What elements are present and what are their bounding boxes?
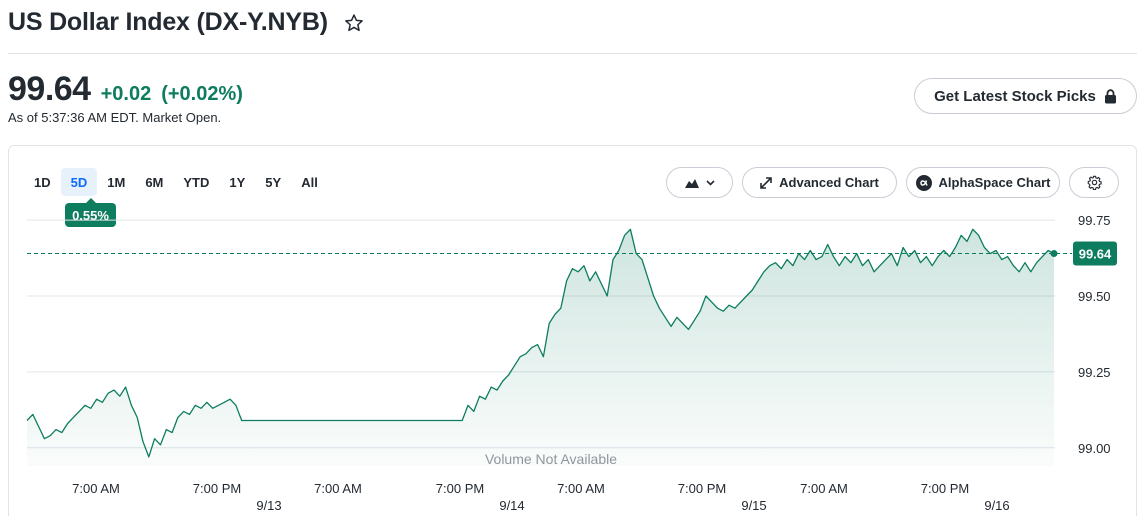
y-tick-label: 99.50: [1078, 289, 1111, 304]
volume-not-available-note: Volume Not Available: [485, 451, 617, 467]
expand-icon: [760, 176, 772, 189]
x-tick-time-label: 7:00 AM: [557, 481, 605, 496]
x-tick-time-label: 7:00 PM: [678, 481, 726, 496]
chevron-down-icon: [705, 179, 715, 186]
lock-icon: [1104, 88, 1116, 103]
market-status: As of 5:37:36 AM EDT. Market Open.: [8, 110, 222, 125]
tab-1d[interactable]: 1D: [34, 174, 51, 190]
quote-summary: 99.64 +0.02 (+0.02%): [8, 70, 243, 109]
tab-1m[interactable]: 1M: [107, 174, 126, 190]
price-change-percent: (+0.02%): [161, 83, 243, 105]
x-tick-time-label: 7:00 AM: [72, 481, 120, 496]
alphaspace-chart-label: AlphaSpace Chart: [938, 175, 1051, 190]
x-tick-date-label: 9/15: [741, 498, 766, 513]
chart-type-dropdown[interactable]: [666, 167, 733, 198]
price: 99.64: [8, 70, 91, 108]
page-title: US Dollar Index (DX-Y.NYB): [8, 8, 328, 36]
tab-6m[interactable]: 6M: [145, 174, 164, 190]
x-tick-time-label: 7:00 PM: [436, 481, 484, 496]
mountain-chart-icon: [684, 178, 699, 188]
tab-ytd[interactable]: YTD: [183, 174, 210, 190]
tab-all[interactable]: All: [301, 174, 318, 190]
get-stock-picks-label: Get Latest Stock Picks: [934, 87, 1096, 105]
y-tick-label: 99.00: [1078, 441, 1111, 456]
range-tabs: 1D 5D 1M 6M YTD 1Y 5Y All: [24, 168, 328, 196]
advanced-chart-button[interactable]: Advanced Chart: [742, 167, 897, 198]
x-tick-date-label: 9/16: [984, 498, 1009, 513]
x-tick-date-label: 9/14: [499, 498, 524, 513]
header-divider: [8, 53, 1137, 54]
gear-icon: [1087, 175, 1102, 190]
x-tick-time-label: 7:00 AM: [800, 481, 848, 496]
price-area: [27, 229, 1054, 466]
tab-1y[interactable]: 1Y: [229, 174, 246, 190]
last-price-dot: [1050, 250, 1058, 258]
price-line: [26, 228, 1055, 458]
star-icon[interactable]: [344, 13, 364, 33]
x-tick-date-label: 9/13: [256, 498, 281, 513]
x-tick-time-label: 7:00 PM: [193, 481, 241, 496]
chart-settings-button[interactable]: [1069, 167, 1119, 198]
last-price-label: 99.64: [1079, 247, 1112, 262]
tab-5d[interactable]: 5D: [60, 168, 98, 196]
get-stock-picks-button[interactable]: Get Latest Stock Picks: [914, 78, 1137, 114]
y-tick-label: 99.25: [1078, 365, 1111, 380]
active-range-change-badge: 0.55%: [65, 198, 116, 227]
advanced-chart-label: Advanced Chart: [779, 175, 879, 190]
tab-5y[interactable]: 5Y: [265, 174, 282, 190]
alphaspace-logo-icon: [915, 174, 932, 191]
x-tick-time-label: 7:00 AM: [314, 481, 362, 496]
alphaspace-chart-button[interactable]: AlphaSpace Chart: [906, 167, 1060, 198]
last-price-label-box: [1073, 241, 1117, 266]
y-tick-label: 99.75: [1078, 213, 1111, 228]
x-tick-time-label: 7:00 PM: [921, 481, 969, 496]
price-change: +0.02: [100, 83, 152, 105]
